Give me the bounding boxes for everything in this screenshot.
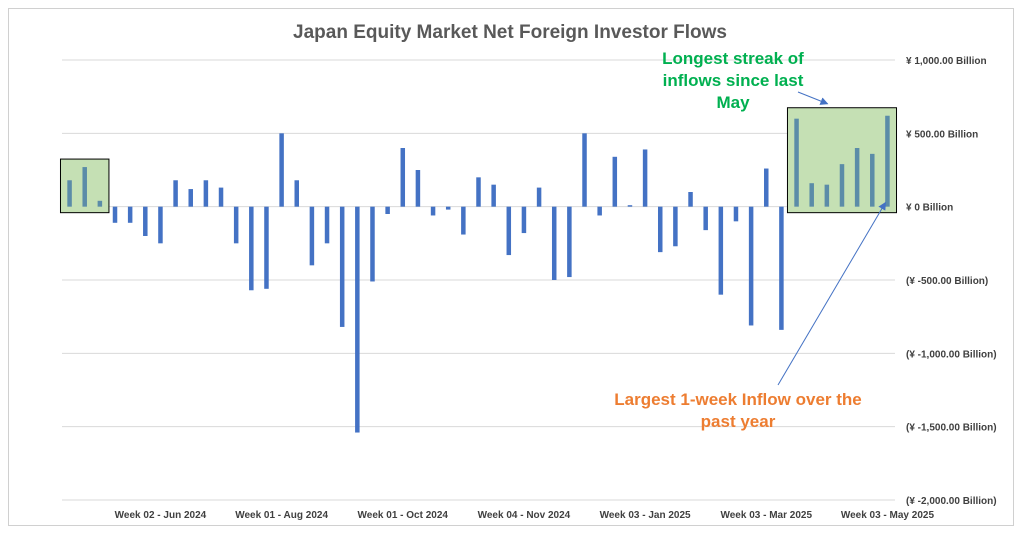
bar <box>779 206 784 330</box>
bar <box>854 148 860 207</box>
y-tick-label: (¥ -2,000.00 Billion) <box>906 496 997 507</box>
bar <box>218 187 224 207</box>
bar <box>188 189 193 207</box>
annotation-arrow <box>777 201 886 386</box>
bar <box>627 205 633 207</box>
bar <box>582 133 587 207</box>
bar <box>809 183 814 207</box>
bar <box>885 115 890 207</box>
annotation-line: Largest 1-week Inflow over the <box>614 390 862 409</box>
bar <box>143 206 148 236</box>
bar <box>461 206 466 235</box>
bar <box>173 180 178 207</box>
chart-title: Japan Equity Market Net Foreign Investor… <box>293 22 727 43</box>
bar <box>597 206 602 216</box>
bar <box>612 156 618 207</box>
bar <box>249 206 254 291</box>
bar <box>112 206 118 223</box>
bar <box>536 187 542 207</box>
bar <box>476 177 481 207</box>
annotation-line: past year <box>701 412 776 431</box>
bar <box>506 206 512 256</box>
bar <box>324 206 330 244</box>
annotation-inflow-streak: Longest streak of inflows since last May <box>662 49 804 112</box>
bar <box>82 167 87 207</box>
bar <box>370 206 375 282</box>
x-tick-label: Week 01 - Oct 2024 <box>358 510 449 521</box>
bar <box>67 180 72 207</box>
bar <box>870 153 875 207</box>
bar <box>264 206 269 289</box>
gridlines <box>62 59 895 501</box>
y-tick-label: ¥ 0 Billion <box>906 203 953 214</box>
annotation-largest-inflow: Largest 1-week Inflow over the past year <box>614 390 862 431</box>
bar <box>642 149 648 207</box>
annotations: Longest streak of inflows since last May La… <box>614 49 886 431</box>
bar <box>673 206 678 247</box>
bar <box>400 148 406 207</box>
bar <box>703 206 708 231</box>
bar <box>127 206 133 223</box>
bar <box>294 180 300 207</box>
y-axis-labels: ¥ 1,000.00 Billion ¥ 500.00 Billion ¥ 0 Bi… <box>906 56 997 507</box>
bar-series <box>67 115 890 433</box>
annotation-line: inflows since last <box>663 71 804 90</box>
y-tick-label: ¥ 500.00 Billion <box>906 129 978 140</box>
bar <box>339 206 345 327</box>
x-tick-label: Week 03 - May 2025 <box>841 510 935 521</box>
bar <box>764 168 769 207</box>
y-tick-label: (¥ -500.00 Billion) <box>906 276 988 287</box>
chart-frame <box>8 8 1014 526</box>
bar <box>97 200 103 207</box>
bar <box>748 206 754 326</box>
y-tick-label: (¥ -1,000.00 Billion) <box>906 349 997 360</box>
annotation-arrow <box>797 91 829 105</box>
bar <box>521 206 527 234</box>
bar <box>355 206 360 433</box>
x-tick-label: Week 03 - Mar 2025 <box>720 510 812 521</box>
bar <box>657 206 663 253</box>
bar <box>567 206 572 278</box>
y-tick-label: ¥ 1,000.00 Billion <box>906 56 987 67</box>
bar <box>794 118 799 207</box>
bar <box>415 170 421 207</box>
bar <box>839 164 845 207</box>
bar <box>445 206 451 210</box>
bar <box>158 206 163 244</box>
x-tick-label: Week 02 - Jun 2024 <box>115 510 207 521</box>
x-tick-label: Week 03 - Jan 2025 <box>600 510 691 521</box>
x-tick-label: Week 04 - Nov 2024 <box>478 510 571 521</box>
bar <box>824 184 830 207</box>
bar <box>309 206 315 266</box>
annotation-line: Longest streak of <box>662 49 804 68</box>
x-axis-labels: Week 02 - Jun 2024 Week 01 - Aug 2024 Week… <box>115 510 935 521</box>
bar <box>688 192 693 207</box>
bar <box>491 184 496 207</box>
bar <box>385 206 390 214</box>
bar <box>430 206 436 216</box>
annotation-line: May <box>716 93 750 112</box>
x-tick-label: Week 01 - Aug 2024 <box>235 510 328 521</box>
y-tick-label: (¥ -1,500.00 Billion) <box>906 423 997 434</box>
bar <box>203 180 209 207</box>
bar <box>733 206 739 222</box>
bar <box>279 133 284 207</box>
bar <box>551 206 557 280</box>
bar <box>233 206 239 244</box>
bar <box>718 206 724 295</box>
